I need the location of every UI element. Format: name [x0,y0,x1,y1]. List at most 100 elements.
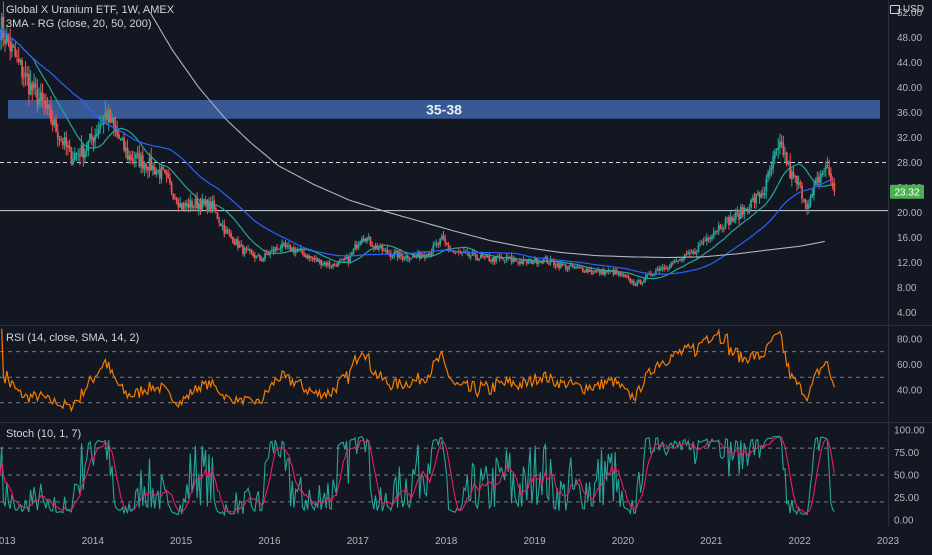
price-tick-label: 32.00 [897,133,922,144]
candle-body [773,151,776,158]
candle-body [276,247,278,249]
candle-body [498,256,501,259]
stoch-tick-label: 50.00 [894,471,919,482]
candle-body [379,245,382,249]
candle-body [143,163,146,170]
candle-body [310,256,312,258]
candle-body [248,248,251,251]
candle-body [767,173,769,178]
candle-body [174,198,176,200]
candle-body [612,269,615,275]
candle-body [270,249,273,252]
candle-body [155,170,158,175]
candle-body [383,249,385,251]
candle-body [794,176,797,178]
candle-body [44,101,47,108]
candle-body [298,249,300,251]
candle-body [131,158,134,161]
candle-body [311,257,314,259]
candle-body [690,252,693,254]
candle-body [678,259,681,261]
rsi-tick-label: 40.00 [897,386,922,397]
candle-body [600,269,603,274]
candle-body [651,274,654,276]
candle-body [225,229,227,234]
candle-body [84,150,86,158]
candle-body [236,239,239,248]
price-tick-label: 4.00 [897,308,917,319]
time-tick-label: 2021 [700,536,723,547]
candle-body [374,245,377,248]
candle-body [253,255,256,259]
lock-icon [889,5,900,14]
candle-body [807,204,810,209]
candle-body [291,248,294,251]
candle-body [716,230,718,232]
candle-body [724,218,727,228]
candle-body [680,258,683,261]
candle-body [138,153,141,167]
candle-body [621,274,623,276]
candle-body [784,153,786,155]
candle-body [564,264,567,269]
rsi-pane-label: RSI (14, close, SMA, 14, 2) [6,332,140,344]
candle-body [162,166,165,170]
candle-body [748,208,751,213]
candle-body [629,278,632,283]
candle-body [780,141,783,145]
candle-body [770,167,773,170]
candle-body [135,154,137,159]
candle-body [2,16,5,39]
currency-label: USD [902,4,924,15]
candle-body [685,254,688,256]
candle-body [461,252,464,254]
candle-body [362,238,365,240]
time-tick-label: 2018 [435,536,458,547]
candle-body [519,260,521,264]
candle-body [95,133,98,137]
candle-body [240,244,243,246]
candle-body [547,263,550,265]
candle-body [660,268,662,271]
candle-body [31,84,34,91]
candle-body [449,249,452,251]
candle-body [219,223,222,226]
candle-body [267,254,270,256]
candle-body [221,225,224,227]
candle-body [75,153,78,155]
candle-body [53,119,56,125]
price-tick-label: 36.00 [897,108,922,119]
last-price-tag: 23.32 [894,187,919,198]
ma20-line [0,26,835,280]
candle-body [751,198,754,201]
candle-body [50,107,52,122]
candle-body [332,263,334,267]
candle-body [34,83,37,88]
candle-body [247,248,249,250]
candle-body [191,201,193,208]
candle-body [158,170,161,178]
candle-body [352,249,355,255]
candle-body [553,261,555,266]
candle-body [347,256,350,263]
candle-body [636,281,639,287]
candle-body [813,186,815,196]
candle-body [445,243,448,245]
candle-body [85,148,88,150]
candle-body [333,264,336,266]
candle-body [417,251,419,257]
currency-selector[interactable]: USD [889,4,924,15]
candle-body [218,220,221,223]
time-tick-label: 2020 [612,536,635,547]
candle-body [712,232,715,238]
candle-body [304,255,307,258]
resistance-zone [8,100,880,119]
candle-body [500,257,503,259]
candle-body [90,134,93,139]
price-tick-label: 8.00 [897,283,917,294]
candle-body [790,171,793,180]
candle-body [63,137,66,145]
candle-body [55,119,57,132]
